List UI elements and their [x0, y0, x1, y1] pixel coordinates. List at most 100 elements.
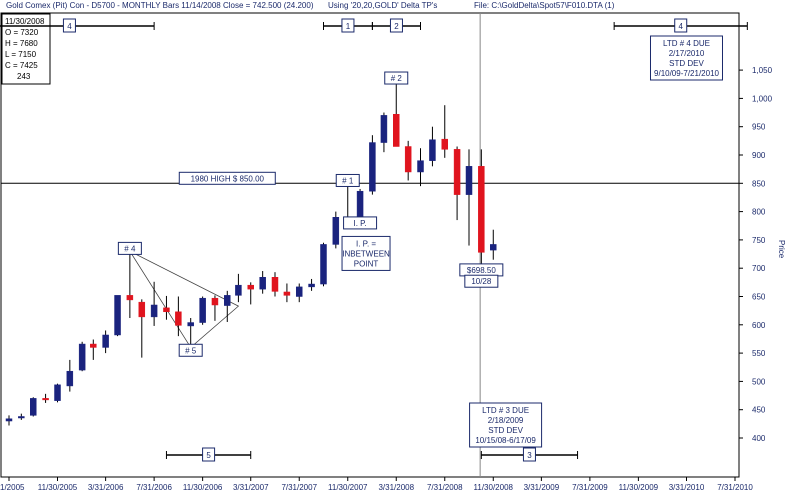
candle-body [187, 322, 194, 327]
plot-frame [0, 12, 740, 478]
candle [247, 282, 254, 305]
candle-body [175, 311, 182, 326]
candle [54, 383, 61, 403]
x-tick-label: 3/31/2007 [233, 483, 269, 492]
ltd-box-line: 10/15/08-6/17/09 [475, 436, 536, 445]
annotation-label-text: # 1 [342, 176, 354, 185]
candle-body [308, 283, 315, 288]
y-tick-label: 950 [752, 123, 766, 132]
ohlc-low: L = 7150 [5, 50, 37, 59]
time-range-label: 2 [394, 22, 399, 31]
candle [30, 397, 37, 417]
candle-body [138, 301, 146, 318]
candle-body [478, 166, 485, 253]
candle [211, 295, 219, 321]
x-tick-label: 11/30/2009 [619, 483, 659, 492]
candle [490, 229, 497, 260]
annotation-label-box [384, 71, 409, 85]
y-tick-label: 450 [752, 406, 766, 415]
triangle-pattern [128, 250, 240, 349]
candle-body [490, 244, 497, 251]
x-tick-label: 7/31/2010 [717, 483, 753, 492]
candle [465, 149, 473, 246]
y-tick-label: 1,050 [752, 66, 773, 75]
time-range-label-box [202, 447, 216, 462]
annotation-label-box [335, 173, 360, 187]
annotation-label: # 4 [117, 241, 142, 255]
candle [259, 271, 266, 294]
x-tick-label: 11/30/2006 [183, 483, 223, 492]
chart-marks: 1/2005 11/30/2005 3/31/2006 7/31/2006 11/30/… [0, 13, 773, 492]
candle [90, 339, 97, 360]
candle-body [66, 370, 74, 387]
candle-body [465, 166, 473, 195]
ltd-box-line: 2/17/2010 [669, 49, 705, 58]
time-range-label: 3 [527, 451, 532, 460]
candle [187, 318, 194, 349]
annotation-label-text: I. P. [353, 219, 366, 228]
candle-body [429, 139, 436, 161]
hline-label: 1980 HIGH $ 850.00 [178, 171, 276, 185]
candle-body [417, 160, 424, 173]
candle [114, 295, 121, 337]
candle-body [102, 334, 109, 348]
candle-body [150, 304, 158, 318]
y-axis-label: Price [777, 240, 786, 259]
ltd-box-frame [469, 402, 543, 448]
annotation-label-text: # 4 [124, 244, 136, 253]
ohlc-open: O = 7320 [5, 28, 39, 37]
ltd-box-line: 9/10/09-7/21/2010 [654, 69, 719, 78]
candle [66, 359, 74, 392]
ohlc-readout: 11/30/2008 O = 7320 H = 7680 L = 7150 C … [1, 13, 51, 85]
candle-body [30, 398, 37, 416]
x-tick-label: 11/30/2005 [38, 483, 78, 492]
candle-body [259, 277, 266, 290]
y-tick-label: 500 [752, 377, 766, 386]
candle-body [54, 384, 61, 401]
annotation-label-box [343, 216, 378, 230]
annotation-label-box [464, 274, 499, 288]
y-tick-label: 600 [752, 321, 766, 330]
candle [320, 242, 327, 287]
ohlc-high: H = 7680 [5, 39, 38, 48]
annotation-label: I. P. [343, 216, 378, 230]
annotation-label: # 2 [384, 71, 409, 85]
ip-note-line: POINT [354, 259, 379, 268]
candle [42, 393, 49, 403]
candle-body [211, 297, 219, 306]
candle-body [224, 295, 231, 306]
annotation-label: $698.50 [459, 263, 504, 277]
x-tick-label: 11/30/2007 [328, 483, 368, 492]
candle [332, 211, 340, 249]
candle-body [332, 217, 340, 245]
candle-body [126, 295, 134, 301]
candle [138, 299, 146, 358]
time-range-label: 4 [67, 22, 72, 31]
candle-body [42, 398, 49, 401]
candle-body [247, 284, 254, 290]
time-range: 3 [480, 447, 579, 462]
time-range-label: 5 [206, 451, 211, 460]
candle-body [163, 307, 170, 313]
annotation-label-text: # 2 [391, 74, 403, 83]
chart-header-using: Using '20,20,GOLD' Delta TP's [328, 1, 437, 10]
annotation-label-text: 10/28 [471, 277, 492, 286]
time-range: 1 [322, 18, 373, 33]
hline-label-box [178, 171, 276, 185]
candle-body [369, 142, 376, 192]
x-tick-label: 7/31/2006 [136, 483, 172, 492]
x-tick-label: 1/2005 [0, 483, 25, 492]
candle-body [393, 113, 400, 147]
candle [404, 140, 412, 181]
annotation-label-box [178, 343, 203, 357]
candle [271, 272, 279, 297]
candle-body [441, 138, 449, 150]
candle [102, 330, 109, 354]
candle-body [320, 244, 327, 285]
candle-body [18, 416, 25, 419]
x-tick-label: 7/31/2009 [572, 483, 608, 492]
annotation-label-text: # 5 [185, 346, 197, 355]
x-tick-label: 3/31/2006 [88, 483, 124, 492]
ltd-box-line: LTD # 4 DUE [663, 39, 710, 48]
chart-header-file: File: C:\GoldDelta\Spot57\F010.DTA (1) [474, 1, 615, 10]
